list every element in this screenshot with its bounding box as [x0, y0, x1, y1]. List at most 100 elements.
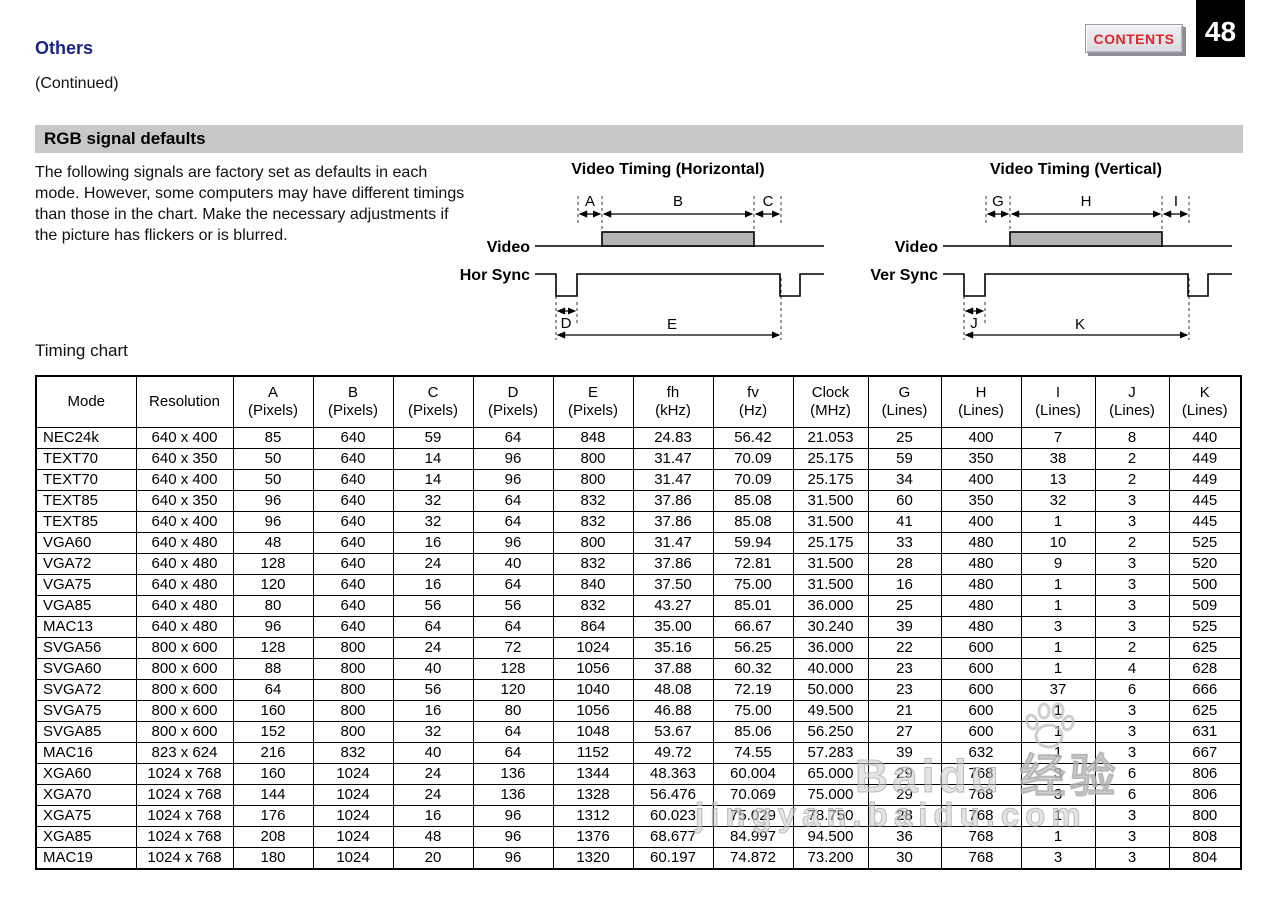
value-cell: 75.00	[712, 700, 794, 722]
value-cell: 640 x 400	[135, 511, 234, 533]
active-video-block	[1009, 231, 1163, 247]
sync-signal-label: Ver Sync	[870, 267, 938, 284]
value-cell: 144	[232, 784, 314, 806]
value-cell: 35.16	[632, 637, 714, 659]
value-cell: 1	[1020, 574, 1096, 596]
value-cell: 1024 x 768	[135, 763, 234, 785]
value-cell: 39	[867, 616, 942, 638]
value-cell: 40	[472, 553, 554, 575]
value-cell: 136	[472, 784, 554, 806]
value-cell: 13	[1020, 469, 1096, 491]
column-header: A (Pixels)	[232, 375, 314, 428]
value-cell: 37	[1020, 679, 1096, 701]
value-cell: 800 x 600	[135, 658, 234, 680]
value-cell: 768	[940, 784, 1022, 806]
value-cell: 176	[232, 805, 314, 827]
value-cell: 60.32	[712, 658, 794, 680]
value-cell: 68.677	[632, 826, 714, 848]
sync-waveform	[943, 273, 1232, 297]
value-cell: 48	[392, 826, 474, 848]
diagram-title: Video Timing (Vertical)	[990, 161, 1162, 178]
value-cell: 64	[392, 616, 474, 638]
column-header: B (Pixels)	[312, 375, 394, 428]
value-cell: 75.029	[712, 805, 794, 827]
value-cell: 1024	[312, 805, 394, 827]
value-cell: 49.500	[792, 700, 869, 722]
video-timing-horizontal-diagram: Video Timing (Horizontal) A B C Video Ho…	[460, 161, 824, 340]
value-cell: 36.000	[792, 637, 869, 659]
table-row: MAC13 640 x 480 96 640 64 64 864 35.00 66.67 30.2…	[35, 616, 1242, 638]
value-cell: 800	[312, 637, 394, 659]
value-cell: 1024 x 768	[135, 784, 234, 806]
value-cell: 640	[312, 595, 394, 617]
value-cell: 56.476	[632, 784, 714, 806]
value-cell: 96	[472, 826, 554, 848]
value-cell: 640 x 350	[135, 448, 234, 470]
value-cell: 24	[392, 553, 474, 575]
value-cell: 3	[1094, 511, 1170, 533]
value-cell: 1024 x 768	[135, 826, 234, 848]
value-cell: 160	[232, 763, 314, 785]
value-cell: 23	[867, 679, 942, 701]
value-cell: 25	[867, 595, 942, 617]
dim-label-j: J	[970, 315, 978, 332]
value-cell: 22	[867, 637, 942, 659]
value-cell: 640 x 480	[135, 532, 234, 554]
value-cell: 31.500	[792, 574, 869, 596]
value-cell: 23	[867, 658, 942, 680]
value-cell: 1	[1020, 595, 1096, 617]
value-cell: 85.08	[712, 490, 794, 512]
mode-cell: VGA60	[35, 532, 137, 554]
value-cell: 625	[1168, 700, 1242, 722]
value-cell: 1	[1020, 826, 1096, 848]
value-cell: 1024	[312, 784, 394, 806]
dim-label-d: D	[561, 315, 572, 332]
value-cell: 4	[1094, 658, 1170, 680]
value-cell: 64	[472, 616, 554, 638]
value-cell: 64	[472, 721, 554, 743]
value-cell: 806	[1168, 784, 1242, 806]
value-cell: 59	[392, 427, 474, 449]
table-row: XGA70 1024 x 768 144 1024 24 136 1328 56.476 70.…	[35, 784, 1242, 806]
value-cell: 600	[940, 721, 1022, 743]
mode-cell: NEC24k	[35, 427, 137, 449]
mode-cell: XGA75	[35, 805, 137, 827]
value-cell: 34	[867, 469, 942, 491]
section-body-text: The following signals are factory set as…	[35, 164, 465, 244]
value-cell: 823 x 624	[135, 742, 234, 764]
value-cell: 216	[232, 742, 314, 764]
value-cell: 64	[472, 427, 554, 449]
value-cell: 25.175	[792, 448, 869, 470]
mode-cell: MAC16	[35, 742, 137, 764]
table-row: TEXT85 640 x 400 96 640 32 64 832 37.86 85.08 31.…	[35, 511, 1242, 533]
value-cell: 3	[1094, 490, 1170, 512]
value-cell: 14	[392, 448, 474, 470]
table-row: SVGA60 800 x 600 88 800 40 128 1056 37.88 60.32 4…	[35, 658, 1242, 680]
value-cell: 160	[232, 700, 314, 722]
value-cell: 1024	[312, 763, 394, 785]
value-cell: 96	[472, 532, 554, 554]
value-cell: 640	[312, 490, 394, 512]
table-row: SVGA75 800 x 600 160 800 16 80 1056 46.88 75.00 4…	[35, 700, 1242, 722]
mode-cell: MAC13	[35, 616, 137, 638]
dim-label-e: E	[667, 316, 677, 333]
value-cell: 1328	[552, 784, 634, 806]
table-row: XGA60 1024 x 768 160 1024 24 136 1344 48.363 60.…	[35, 763, 1242, 785]
value-cell: 632	[940, 742, 1022, 764]
value-cell: 78.750	[792, 805, 869, 827]
value-cell: 74.872	[712, 847, 794, 870]
value-cell: 74.55	[712, 742, 794, 764]
value-cell: 66.67	[712, 616, 794, 638]
value-cell: 16	[392, 700, 474, 722]
value-cell: 6	[1094, 784, 1170, 806]
table-row: TEXT70 640 x 350 50 640 14 96 800 31.47 70.09 25.…	[35, 448, 1242, 470]
value-cell: 48	[232, 532, 314, 554]
value-cell: 60.004	[712, 763, 794, 785]
value-cell: 1048	[552, 721, 634, 743]
value-cell: 29	[867, 784, 942, 806]
sync-waveform	[535, 273, 824, 297]
value-cell: 768	[940, 826, 1022, 848]
contents-button[interactable]: CONTENTS	[1085, 24, 1183, 53]
value-cell: 640 x 400	[135, 427, 234, 449]
